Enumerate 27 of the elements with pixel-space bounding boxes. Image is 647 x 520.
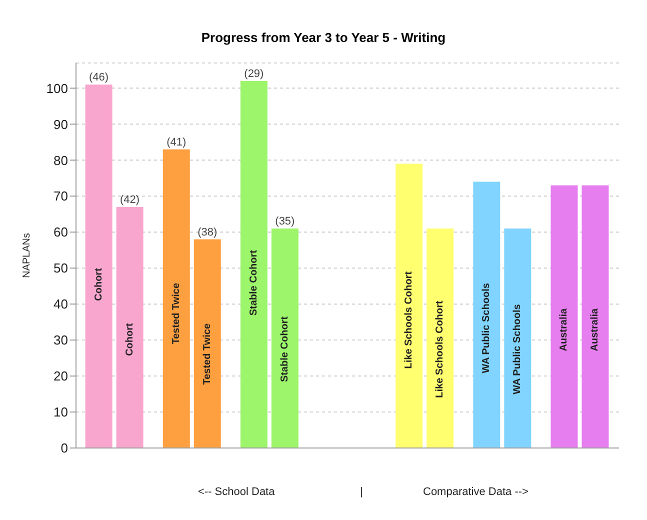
y-tick-label: 0: [60, 440, 68, 456]
x-tick-label: Tested Twice: [170, 282, 182, 344]
y-tick-label: 70: [54, 188, 68, 204]
x-tick-label: WA Public Schools: [512, 304, 524, 394]
y-tick-label: 30: [54, 332, 68, 348]
annotation: (42): [120, 194, 140, 206]
y-tick-label: 10: [54, 404, 68, 420]
x-tick-label: Australia: [558, 308, 570, 352]
y-tick-label: 60: [54, 224, 68, 240]
text: <-- School Data: [198, 486, 275, 498]
y-tick-label: 50: [54, 260, 68, 276]
annotation: (41): [166, 136, 186, 148]
annotation: (29): [244, 68, 264, 80]
y-tick-label: 40: [54, 296, 68, 312]
annotation: (38): [198, 226, 218, 238]
x-tick-label: Stable Cohort: [279, 316, 290, 382]
y-axis-title: NAPLANs: [22, 232, 33, 278]
chart-title: Progress from Year 3 to Year 5 - Writing: [200, 29, 447, 45]
y-tick-label: 20: [54, 368, 68, 384]
text: Comparative Data -->: [423, 486, 528, 498]
annotation: (46): [89, 72, 109, 84]
annotation: (35): [275, 216, 295, 228]
y-tick-label: 80: [54, 152, 68, 168]
y-tick-label: 100: [46, 80, 68, 96]
text: |: [360, 486, 363, 498]
y-tick-label: 90: [54, 116, 68, 132]
x-tick-label: Like Schools Cohort: [434, 300, 446, 398]
